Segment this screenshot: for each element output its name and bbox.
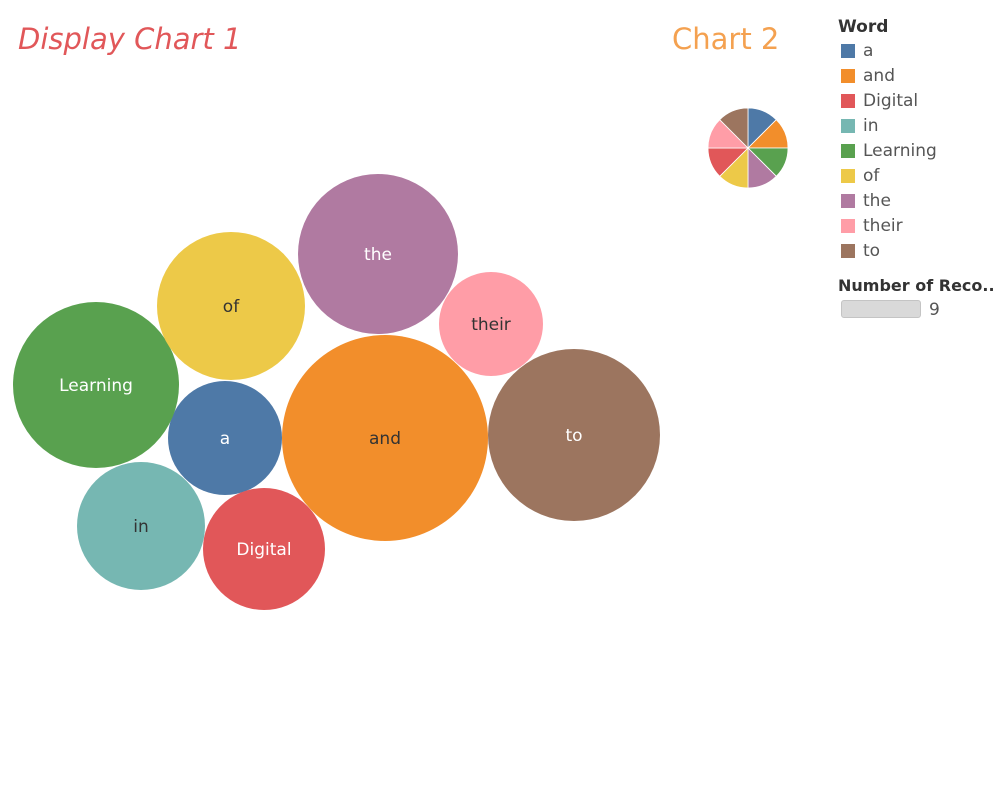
size-legend-title: Number of Reco..: [838, 276, 995, 295]
bubble-chart: a and Digital in Learning of the their to: [13, 174, 660, 610]
legend-label: Digital: [863, 90, 919, 111]
legend-item[interactable]: of: [838, 163, 998, 188]
legend: Word a and Digital in Learning of the their to: [838, 16, 998, 263]
bubble-a[interactable]: [168, 381, 282, 495]
chart1-title: Display Chart 1: [18, 22, 242, 56]
bubble-in[interactable]: [77, 462, 205, 590]
size-legend-bar: [841, 300, 921, 318]
bubble-label: in: [133, 517, 149, 537]
pie-slice-to[interactable]: [719, 107, 749, 149]
legend-swatch: [841, 243, 855, 258]
legend-item[interactable]: Digital: [838, 88, 998, 113]
bubble-label: a: [220, 429, 230, 449]
legend-swatch: [841, 43, 855, 58]
bubble-label: their: [471, 315, 511, 335]
legend-swatch: [841, 143, 855, 158]
legend-swatch: [841, 118, 855, 133]
legend-swatch: [841, 93, 855, 108]
legend-swatch: [841, 168, 855, 183]
legend-item[interactable]: a: [838, 38, 998, 63]
bubble-label: Digital: [236, 540, 291, 560]
legend-label: of: [863, 165, 880, 186]
legend-title: Word: [838, 17, 889, 37]
legend-swatch: [841, 218, 855, 233]
bubble-to[interactable]: [488, 349, 660, 521]
bubble-digital[interactable]: [203, 488, 325, 610]
legend-item[interactable]: and: [838, 63, 998, 88]
legend-label: in: [863, 115, 879, 136]
bubble-label: and: [369, 429, 401, 449]
legend-swatch: [841, 68, 855, 83]
legend-item[interactable]: Learning: [838, 138, 998, 163]
legend-item[interactable]: the: [838, 188, 998, 213]
pie-chart: [707, 107, 789, 189]
bubble-label: of: [223, 297, 240, 317]
bubble-their[interactable]: [439, 272, 543, 376]
legend-label: and: [863, 65, 895, 86]
size-legend-value: 9: [929, 300, 940, 320]
bubble-label: the: [364, 245, 392, 265]
bubble-the[interactable]: [298, 174, 458, 334]
legend-swatch: [841, 193, 855, 208]
legend-item[interactable]: to: [838, 238, 998, 263]
legend-label: a: [863, 40, 874, 61]
chart2-title: Chart 2: [672, 22, 780, 56]
bubble-label: to: [565, 426, 582, 446]
bubble-learning[interactable]: [13, 302, 179, 468]
legend-label: to: [863, 240, 881, 261]
bubble-label: Learning: [59, 376, 133, 396]
legend-label: Learning: [863, 140, 937, 161]
legend-item[interactable]: in: [838, 113, 998, 138]
legend-item[interactable]: their: [838, 213, 998, 238]
legend-label: their: [863, 215, 903, 236]
bubble-and[interactable]: [282, 335, 488, 541]
legend-label: the: [863, 190, 891, 211]
bubble-of[interactable]: [157, 232, 305, 380]
